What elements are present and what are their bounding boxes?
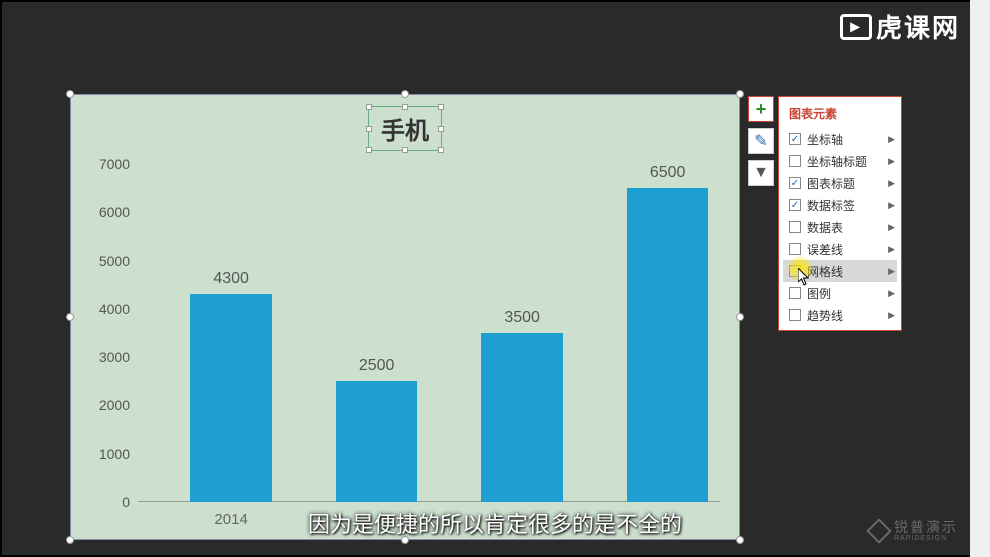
- chart-object[interactable]: 手机 0 1000 2000 3000 4000 5000 6000 7000 4300 250…: [70, 94, 740, 540]
- selection-handle[interactable]: [736, 313, 744, 321]
- plot-area: 4300 2500 3500 6500: [138, 164, 720, 502]
- bar[interactable]: 6500: [627, 188, 708, 502]
- submenu-arrow-icon: ▶: [888, 222, 895, 233]
- y-tick-label: 2000: [80, 397, 130, 413]
- checkbox[interactable]: [789, 155, 801, 167]
- submenu-arrow-icon: ▶: [888, 288, 895, 299]
- watermark-bottom-cn: 锐普演示: [894, 520, 958, 535]
- funnel-icon: ▼: [753, 164, 769, 182]
- x-category-label: 2014: [214, 511, 247, 528]
- y-tick-label: 7000: [80, 156, 130, 172]
- selection-handle[interactable]: [66, 90, 74, 98]
- submenu-arrow-icon: ▶: [888, 178, 895, 189]
- chart-element-option[interactable]: 趋势线 ▶: [783, 304, 897, 326]
- panel-title: 图表元素: [783, 103, 897, 128]
- bar-value-label: 4300: [213, 270, 249, 288]
- title-handle[interactable]: [438, 147, 444, 153]
- bar-value-label: 3500: [504, 309, 540, 327]
- title-handle[interactable]: [366, 126, 372, 132]
- bar-value-label: 6500: [650, 164, 686, 182]
- chart-element-option[interactable]: 坐标轴标题 ▶: [783, 150, 897, 172]
- option-label: 误差线: [807, 241, 884, 258]
- checkbox[interactable]: [789, 177, 801, 189]
- bar[interactable]: 4300: [190, 294, 271, 502]
- title-handle[interactable]: [366, 147, 372, 153]
- submenu-arrow-icon: ▶: [888, 310, 895, 321]
- y-tick-label: 6000: [80, 204, 130, 220]
- chart-element-option[interactable]: 数据标签 ▶: [783, 194, 897, 216]
- video-subtitle: 因为是便捷的所以肯定很多的是不全的: [308, 507, 682, 539]
- selection-handle[interactable]: [736, 90, 744, 98]
- selection-handle[interactable]: [736, 536, 744, 544]
- y-tick-label: 4000: [80, 301, 130, 317]
- option-label: 数据表: [807, 219, 884, 236]
- title-handle[interactable]: [402, 147, 408, 153]
- checkbox[interactable]: [789, 265, 801, 277]
- submenu-arrow-icon: ▶: [888, 134, 895, 145]
- chart-elements-panel: 图表元素 坐标轴 ▶ 坐标轴标题 ▶ 图表标题 ▶ 数据标签 ▶ 数据表 ▶ 误差线 ▶ 网格线 ▶ 图例 ▶…: [778, 96, 902, 331]
- bar-value-label: 2500: [359, 357, 395, 375]
- chart-filters-button[interactable]: ▼: [748, 160, 774, 186]
- tv-icon: [840, 14, 872, 40]
- chart-title[interactable]: 手机: [368, 106, 442, 151]
- submenu-arrow-icon: ▶: [888, 200, 895, 211]
- title-handle[interactable]: [438, 104, 444, 110]
- y-tick-label: 0: [80, 494, 130, 510]
- option-label: 图表标题: [807, 175, 884, 192]
- submenu-arrow-icon: ▶: [888, 156, 895, 167]
- chart-tool-buttons: + ✎ ▼: [748, 96, 776, 192]
- chart-element-option[interactable]: 误差线 ▶: [783, 238, 897, 260]
- watermark-bottom: 锐普演示 RAPIDESIGN: [870, 520, 958, 543]
- chart-element-option[interactable]: 坐标轴 ▶: [783, 128, 897, 150]
- watermark-top: 虎课网: [840, 8, 960, 45]
- y-tick-label: 5000: [80, 253, 130, 269]
- checkbox[interactable]: [789, 243, 801, 255]
- selection-handle[interactable]: [66, 313, 74, 321]
- bar[interactable]: 3500: [481, 333, 562, 502]
- selection-handle[interactable]: [66, 536, 74, 544]
- chart-elements-button[interactable]: +: [748, 96, 774, 122]
- checkbox[interactable]: [789, 309, 801, 321]
- side-panel-strip: [970, 0, 990, 557]
- chart-element-option[interactable]: 数据表 ▶: [783, 216, 897, 238]
- plus-icon: +: [756, 99, 767, 120]
- chart-element-option[interactable]: 图表标题 ▶: [783, 172, 897, 194]
- chart-element-option[interactable]: 图例 ▶: [783, 282, 897, 304]
- submenu-arrow-icon: ▶: [888, 266, 895, 277]
- title-handle[interactable]: [402, 104, 408, 110]
- title-handle[interactable]: [366, 104, 372, 110]
- checkbox[interactable]: [789, 221, 801, 233]
- rapidesign-icon: [866, 519, 891, 544]
- brush-icon: ✎: [754, 131, 767, 151]
- y-tick-label: 1000: [80, 446, 130, 462]
- watermark-top-text: 虎课网: [876, 8, 960, 45]
- option-label: 坐标轴标题: [807, 153, 884, 170]
- chart-element-option[interactable]: 网格线 ▶: [783, 260, 897, 282]
- option-label: 网格线: [807, 263, 884, 280]
- option-label: 图例: [807, 285, 884, 302]
- title-handle[interactable]: [438, 126, 444, 132]
- selection-handle[interactable]: [401, 90, 409, 98]
- watermark-bottom-en: RAPIDESIGN: [894, 535, 958, 543]
- y-axis: 01000200030004000500060007000: [80, 164, 136, 502]
- option-label: 数据标签: [807, 197, 884, 214]
- chart-title-text: 手机: [381, 118, 429, 145]
- option-label: 趋势线: [807, 307, 884, 324]
- checkbox[interactable]: [789, 133, 801, 145]
- option-label: 坐标轴: [807, 131, 884, 148]
- checkbox[interactable]: [789, 199, 801, 211]
- submenu-arrow-icon: ▶: [888, 244, 895, 255]
- y-tick-label: 3000: [80, 349, 130, 365]
- checkbox[interactable]: [789, 287, 801, 299]
- bar[interactable]: 2500: [336, 381, 417, 502]
- chart-styles-button[interactable]: ✎: [748, 128, 774, 154]
